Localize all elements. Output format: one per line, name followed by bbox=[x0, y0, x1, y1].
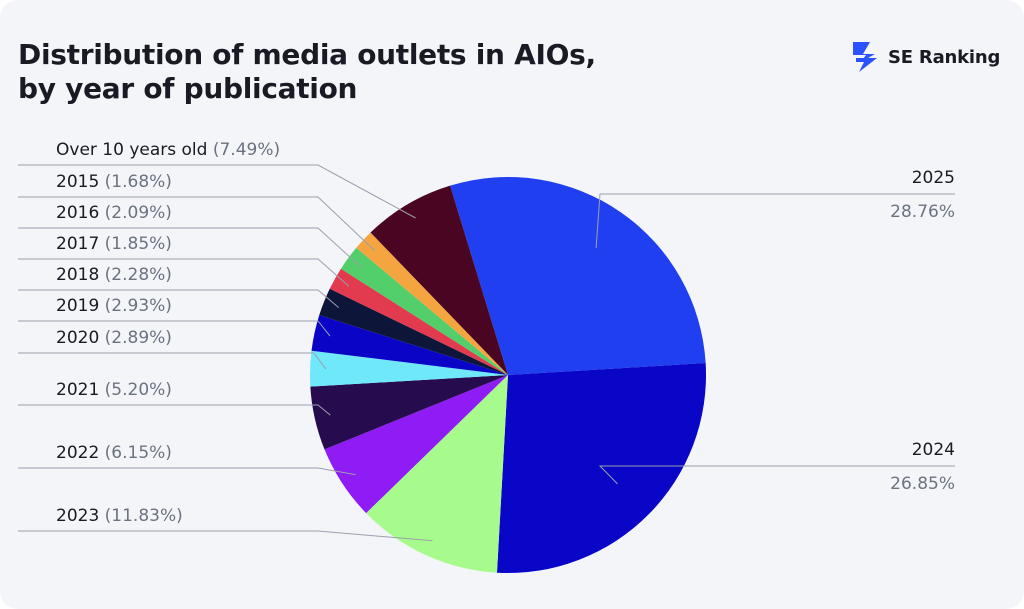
leader-line-2021 bbox=[18, 404, 331, 416]
chart-title-line-1: Distribution of media outlets in AIOs, bbox=[18, 38, 596, 71]
pie-slice-2018 bbox=[319, 288, 508, 375]
label-pct-2016: (2.09%) bbox=[105, 203, 172, 223]
label-2017: 2017 (1.85%) bbox=[56, 234, 172, 254]
chart-title: Distribution of media outlets in AIOs, b… bbox=[18, 38, 658, 106]
pie-slice-2022 bbox=[324, 375, 508, 514]
label-pct-2025: 28.76% bbox=[890, 202, 955, 222]
pie-slice-2016 bbox=[340, 247, 508, 375]
label-2022: 2022 (6.15%) bbox=[56, 443, 172, 463]
label-name-2024: 2024 bbox=[912, 440, 955, 460]
pie-slices bbox=[310, 176, 707, 573]
leader-line-over-10-years-old bbox=[18, 164, 416, 219]
label-name-2015: 2015 bbox=[56, 172, 105, 192]
leader-line-2018 bbox=[18, 289, 340, 308]
lightning-bolt-icon bbox=[853, 42, 877, 72]
leader-line-2020 bbox=[18, 352, 327, 370]
label-2020: 2020 (2.89%) bbox=[56, 328, 172, 348]
leader-line-2023 bbox=[18, 530, 433, 542]
chart-title-line-2: by year of publication bbox=[18, 72, 358, 105]
label-name-2025: 2025 bbox=[912, 168, 955, 188]
pie-slice-2020 bbox=[310, 350, 508, 387]
brand-name: SE Ranking bbox=[888, 46, 1001, 68]
leader-line-2016 bbox=[18, 227, 362, 268]
leader-line-2025 bbox=[595, 193, 955, 249]
pie-slice-2021 bbox=[310, 375, 508, 450]
label-name-2022: 2022 bbox=[56, 443, 105, 463]
label-2018: 2018 (2.28%) bbox=[56, 265, 172, 285]
label-pct-2020: (2.89%) bbox=[105, 328, 172, 348]
pie-slice-2017 bbox=[329, 268, 508, 375]
label-2019: 2019 (2.93%) bbox=[56, 296, 172, 316]
label-2016: 2016 (2.09%) bbox=[56, 203, 172, 223]
label-2015: 2015 (1.68%) bbox=[56, 172, 172, 192]
pie-slice-2019 bbox=[311, 315, 508, 375]
leader-line-2022 bbox=[18, 467, 356, 476]
leader-line-2015 bbox=[18, 196, 376, 252]
label-pct-2018: (2.28%) bbox=[105, 265, 172, 285]
label-pct-2017: (1.85%) bbox=[105, 234, 172, 254]
pie-slice-over-10-years-old bbox=[370, 185, 508, 375]
pie-labels: 2025 28.76% 2024 26.85% Over 10 years old (7… bbox=[18, 140, 955, 542]
brand-logo: SE Ranking bbox=[850, 40, 1000, 74]
pie-slice-2025 bbox=[450, 176, 706, 375]
label-name-2016: 2016 bbox=[56, 203, 105, 223]
label-2021: 2021 (5.20%) bbox=[56, 380, 172, 400]
label-name-2018: 2018 bbox=[56, 265, 105, 285]
label-name-2020: 2020 bbox=[56, 328, 105, 348]
pie-slice-2015 bbox=[356, 232, 508, 375]
label-name-2023: 2023 bbox=[56, 506, 105, 526]
label-pct-over-10-years-old: (7.49%) bbox=[213, 140, 280, 160]
label-pct-2015: (1.68%) bbox=[105, 172, 172, 192]
label-name-over-10-years-old: Over 10 years old bbox=[56, 140, 213, 160]
label-pct-2021: (5.20%) bbox=[105, 380, 172, 400]
label-pct-2019: (2.93%) bbox=[105, 296, 172, 316]
leader-line-2017 bbox=[18, 258, 350, 287]
label-over-10-years-old: Over 10 years old (7.49%) bbox=[56, 140, 280, 160]
leader-line-2024 bbox=[598, 465, 955, 485]
label-pct-2024: 26.85% bbox=[890, 474, 955, 494]
label-pct-2022: (6.15%) bbox=[105, 443, 172, 463]
label-pct-2023: (11.83%) bbox=[105, 506, 183, 526]
label-name-2021: 2021 bbox=[56, 380, 105, 400]
leader-line-2019 bbox=[18, 320, 331, 337]
label-name-2019: 2019 bbox=[56, 296, 105, 316]
label-2023: 2023 (11.83%) bbox=[56, 506, 183, 526]
label-name-2017: 2017 bbox=[56, 234, 105, 254]
pie-slice-2023 bbox=[366, 375, 508, 573]
